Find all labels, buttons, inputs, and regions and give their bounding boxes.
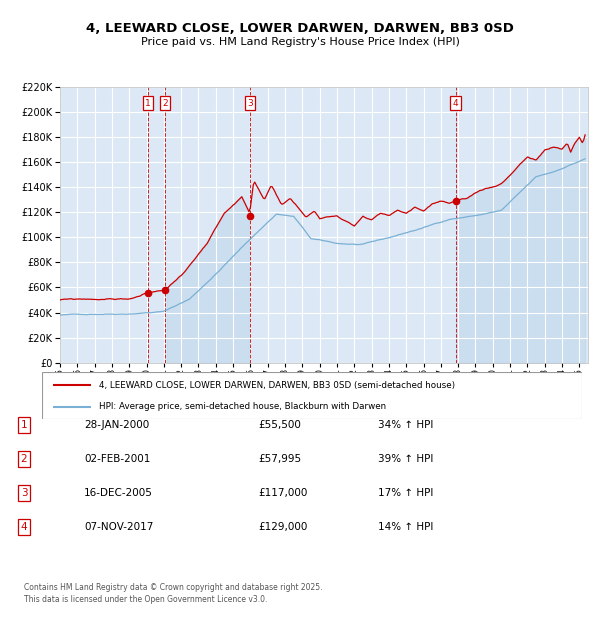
Text: 39% ↑ HPI: 39% ↑ HPI (378, 454, 433, 464)
Text: 2: 2 (163, 99, 168, 108)
Text: 34% ↑ HPI: 34% ↑ HPI (378, 420, 433, 430)
Text: 16-DEC-2005: 16-DEC-2005 (84, 488, 153, 498)
Text: 4, LEEWARD CLOSE, LOWER DARWEN, DARWEN, BB3 0SD (semi-detached house): 4, LEEWARD CLOSE, LOWER DARWEN, DARWEN, … (99, 381, 455, 389)
Text: 4, LEEWARD CLOSE, LOWER DARWEN, DARWEN, BB3 0SD: 4, LEEWARD CLOSE, LOWER DARWEN, DARWEN, … (86, 22, 514, 35)
FancyBboxPatch shape (42, 372, 582, 419)
Text: HPI: Average price, semi-detached house, Blackburn with Darwen: HPI: Average price, semi-detached house,… (99, 402, 386, 412)
Text: £129,000: £129,000 (258, 522, 307, 532)
Text: 4: 4 (20, 522, 28, 532)
Text: Contains HM Land Registry data © Crown copyright and database right 2025.
This d: Contains HM Land Registry data © Crown c… (24, 583, 323, 604)
Text: 07-NOV-2017: 07-NOV-2017 (84, 522, 154, 532)
Text: 17% ↑ HPI: 17% ↑ HPI (378, 488, 433, 498)
Text: 1: 1 (145, 99, 151, 108)
Text: 3: 3 (20, 488, 28, 498)
Text: Price paid vs. HM Land Registry's House Price Index (HPI): Price paid vs. HM Land Registry's House … (140, 37, 460, 47)
Text: 2: 2 (20, 454, 28, 464)
Text: 3: 3 (247, 99, 253, 108)
Text: 28-JAN-2000: 28-JAN-2000 (84, 420, 149, 430)
Text: £117,000: £117,000 (258, 488, 307, 498)
Text: £57,995: £57,995 (258, 454, 301, 464)
Text: 4: 4 (453, 99, 458, 108)
Text: 1: 1 (20, 420, 28, 430)
Text: £55,500: £55,500 (258, 420, 301, 430)
Text: 14% ↑ HPI: 14% ↑ HPI (378, 522, 433, 532)
Text: 02-FEB-2001: 02-FEB-2001 (84, 454, 151, 464)
